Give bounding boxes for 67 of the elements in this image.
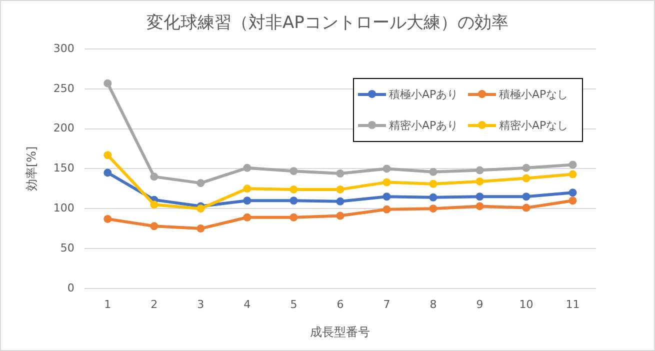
point [290,167,298,176]
point [104,79,112,88]
point [522,174,530,182]
x-tick-label: 3 [197,298,204,311]
y-tick-label: 300 [53,42,74,55]
point [429,168,438,176]
point [290,185,298,194]
point [476,192,484,201]
point [568,170,577,178]
point [382,178,391,186]
x-tick-label: 1 [104,298,112,311]
x-tick-label: 2 [150,298,158,311]
point [382,192,391,201]
point [150,200,158,209]
point [196,179,205,188]
point [104,214,112,223]
point [243,184,252,193]
legend-label: 精密小APなし [499,118,568,133]
point [290,213,298,222]
x-tick-label: 6 [336,298,344,311]
point [290,196,298,205]
y-tick-label: 150 [53,162,74,175]
point [196,224,205,233]
x-tick-label: 10 [519,298,534,311]
point [243,196,252,205]
point [429,193,438,202]
point [522,164,530,172]
point [336,169,344,178]
x-tick-label: 4 [244,298,251,311]
chart-title: 変化球練習（対非APコントロール大練）の効率 [146,12,510,34]
y-axis-title: 効率[%] [24,146,38,192]
point [568,196,577,205]
point [568,188,577,197]
y-tick-label: 0 [67,281,74,294]
point [243,164,252,172]
point [476,166,484,174]
x-axis-title: 成長型番号 [310,324,370,339]
x-tick-label: 8 [430,298,437,311]
y-tick-label: 50 [60,241,74,254]
point [336,197,344,206]
x-tick-label: 9 [476,298,484,311]
y-tick-label: 200 [53,122,74,135]
point [104,168,112,177]
legend-label: 精密小APあり [389,118,458,133]
point [522,204,530,212]
point [568,160,577,169]
point [522,192,530,201]
point [476,177,484,186]
legend-label: 積極小APあり [389,87,458,102]
y-tick-label: 100 [53,201,74,214]
legend-label: 積極小APなし [499,87,568,102]
x-tick-label: 7 [383,298,390,311]
point [196,204,205,213]
y-tick-label: 250 [53,82,74,95]
point [150,222,158,230]
point [150,172,158,181]
point [336,185,344,194]
point [382,164,391,173]
x-tick-label: 5 [290,298,298,311]
point [476,202,484,210]
point [382,205,391,214]
point [429,204,438,213]
x-tick-label: 11 [566,298,580,311]
point [104,151,112,160]
point [429,180,438,188]
point [336,212,344,220]
point [243,213,252,222]
